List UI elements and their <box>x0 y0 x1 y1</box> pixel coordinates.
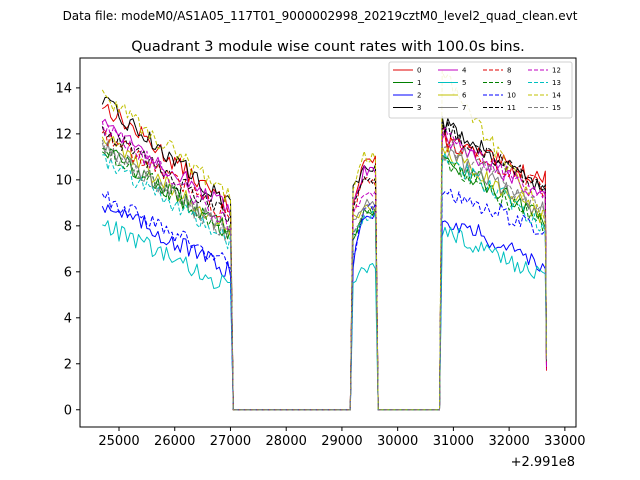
series-line-8 <box>101 127 547 411</box>
figure-suptitle: Data file: modeM0/AS1A05_117T01_90000029… <box>63 9 578 23</box>
legend-label-15: 15 <box>552 104 561 112</box>
series-layer <box>101 70 547 411</box>
x-tick-label: 30000 <box>377 434 418 449</box>
x-tick-label: 29000 <box>321 434 362 449</box>
legend-label-6: 6 <box>462 92 467 100</box>
legend-box <box>388 61 573 119</box>
axis-ticks: 25000 26000 27000 28000 29000 30000 31000 32000… <box>55 81 585 449</box>
series-line-15 <box>101 139 547 411</box>
chart-title: Quadrant 3 module wise count rates with … <box>131 39 525 55</box>
legend-label-5: 5 <box>462 79 466 87</box>
legend-label-2: 2 <box>417 92 421 100</box>
legend-label-12: 12 <box>552 67 561 75</box>
y-tick-label: 6 <box>64 265 72 280</box>
plot-frame <box>79 57 577 428</box>
series-line-10 <box>101 188 547 411</box>
series-line-13 <box>102 152 547 411</box>
legend-label-3: 3 <box>417 104 421 112</box>
y-tick-label: 12 <box>55 127 72 142</box>
x-axis-offset-label: +2.991e8 <box>511 455 575 470</box>
x-tick-label: 33000 <box>544 434 585 449</box>
y-tick-label: 0 <box>64 403 72 418</box>
legend-label-11: 11 <box>507 104 516 112</box>
x-tick-label: 27000 <box>210 434 251 449</box>
x-tick-label: 31000 <box>433 434 474 449</box>
series-line-14 <box>101 70 547 411</box>
x-tick-label: 25000 <box>98 434 139 449</box>
series-line-5 <box>102 220 547 411</box>
legend-label-10: 10 <box>507 92 516 100</box>
series-line-2 <box>101 204 547 411</box>
legend-label-7: 7 <box>462 104 466 112</box>
legend-label-0: 0 <box>417 67 421 75</box>
y-tick-label: 4 <box>64 311 72 326</box>
series-line-3 <box>101 96 547 411</box>
series-line-1 <box>101 148 547 411</box>
legend-label-14: 14 <box>552 92 561 100</box>
series-line-11 <box>101 120 547 411</box>
series-line-4 <box>101 118 547 411</box>
legend-label-8: 8 <box>507 67 511 75</box>
y-tick-label: 14 <box>55 81 72 96</box>
legend-label-4: 4 <box>462 67 467 75</box>
x-tick-label: 28000 <box>266 434 307 449</box>
legend-label-13: 13 <box>552 79 561 87</box>
legend-label-1: 1 <box>417 79 421 87</box>
y-tick-label: 2 <box>64 357 72 372</box>
y-tick-label: 8 <box>64 219 72 234</box>
legend-label-9: 9 <box>507 79 511 87</box>
x-tick-label: 26000 <box>154 434 195 449</box>
y-tick-label: 10 <box>55 173 72 188</box>
series-line-6 <box>101 136 547 411</box>
x-tick-label: 32000 <box>488 434 529 449</box>
